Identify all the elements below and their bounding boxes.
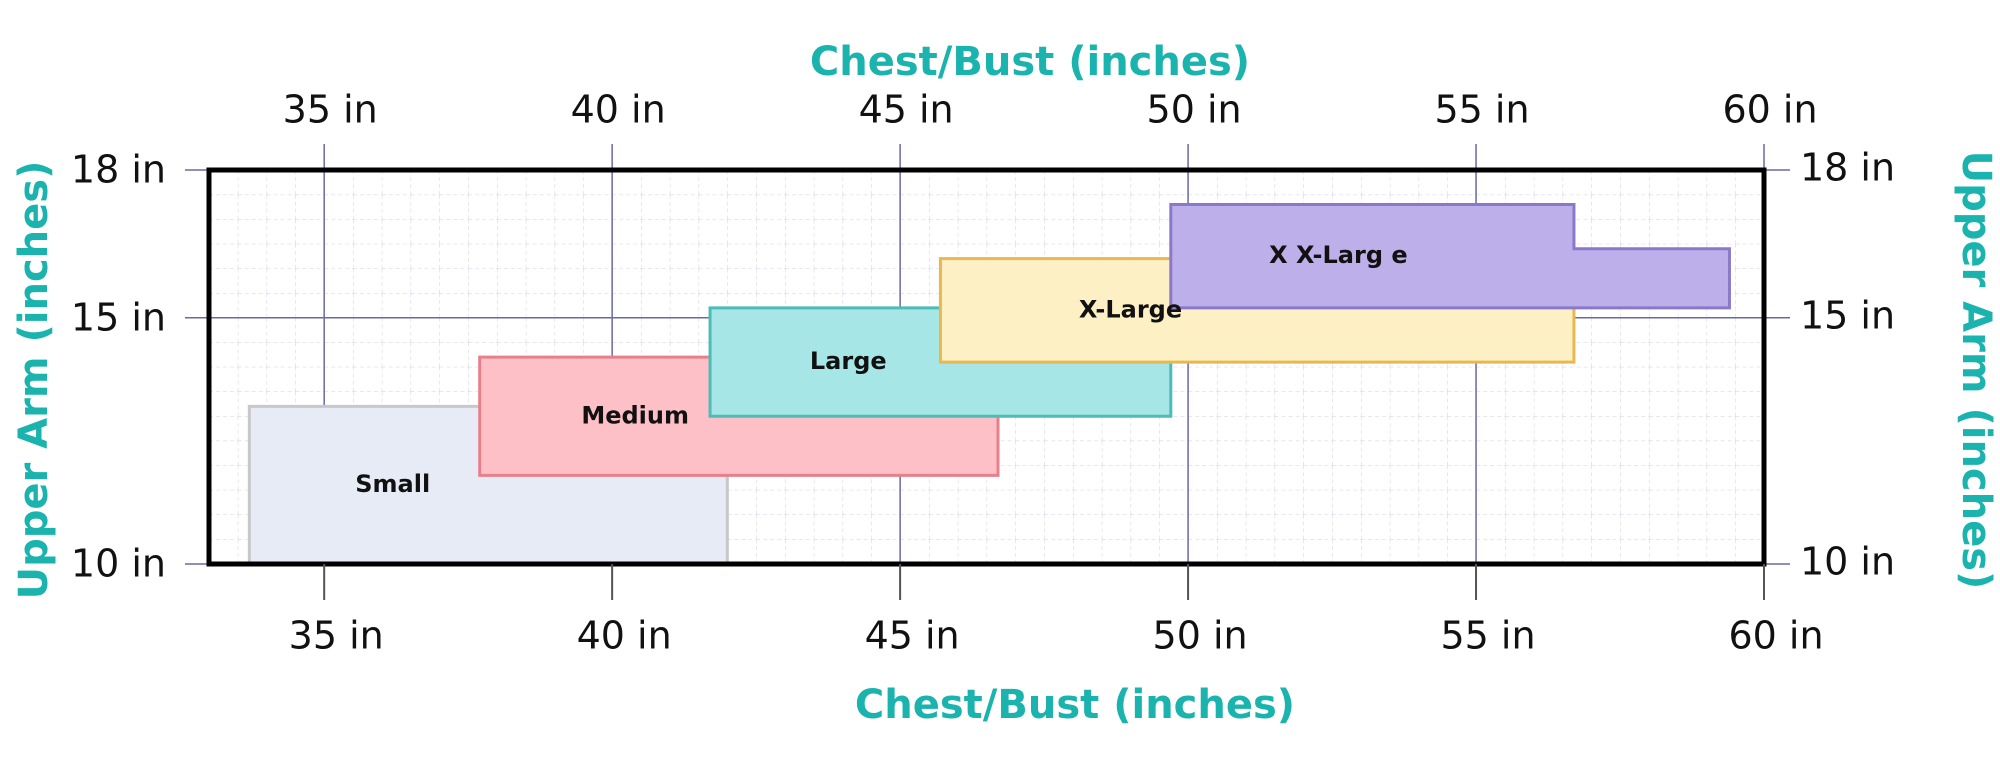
x-tick-label-top: 50 in xyxy=(1147,88,1242,132)
x-tick-label-bottom: 60 in xyxy=(1728,614,1823,658)
regions-layer xyxy=(247,202,1731,566)
y-tick-label-right: 10 in xyxy=(1800,540,1895,584)
labels-layer: 35 in 35 in 40 in 40 in 45 in 45 in 50 in 50 in… xyxy=(71,88,1895,658)
x-tick-label-bottom: 45 in xyxy=(865,614,960,658)
plot-frame xyxy=(206,167,1767,567)
region-label: Small xyxy=(355,470,430,498)
region-label: X-Large xyxy=(1079,295,1182,323)
x-axis-title-bottom: Chest/Bust (inches) xyxy=(855,682,1295,728)
y-tick-label-right: 18 in xyxy=(1800,146,1895,190)
y-tick-label-left: 15 in xyxy=(71,295,166,339)
y-axis-title-right: Upper Arm (inches) xyxy=(1953,151,1999,590)
y-tick-label-left: 18 in xyxy=(71,148,166,192)
y-tick-label-right: 15 in xyxy=(1800,293,1895,337)
x-tick-label-bottom: 50 in xyxy=(1153,614,1248,658)
region-label: Medium xyxy=(581,401,689,429)
x-axis-title-top: Chest/Bust (inches) xyxy=(810,39,1250,85)
region-label: Large xyxy=(810,347,887,375)
region-label: X X-Larg e xyxy=(1269,241,1408,269)
x-tick-label-top: 45 in xyxy=(859,88,954,132)
x-tick-label-top: 35 in xyxy=(283,88,378,132)
x-tick-label-bottom: 40 in xyxy=(577,614,672,658)
x-tick-label-top: 55 in xyxy=(1434,88,1529,132)
x-tick-label-top: 40 in xyxy=(571,88,666,132)
y-tick-label-left: 10 in xyxy=(71,542,166,586)
x-tick-label-bottom: 55 in xyxy=(1440,614,1535,658)
x-tick-label-bottom: 35 in xyxy=(289,614,384,658)
size-region xyxy=(1169,202,1731,310)
x-tick-label-top: 60 in xyxy=(1722,88,1817,132)
y-axis-title-left: Upper Arm (inches) xyxy=(11,161,57,600)
